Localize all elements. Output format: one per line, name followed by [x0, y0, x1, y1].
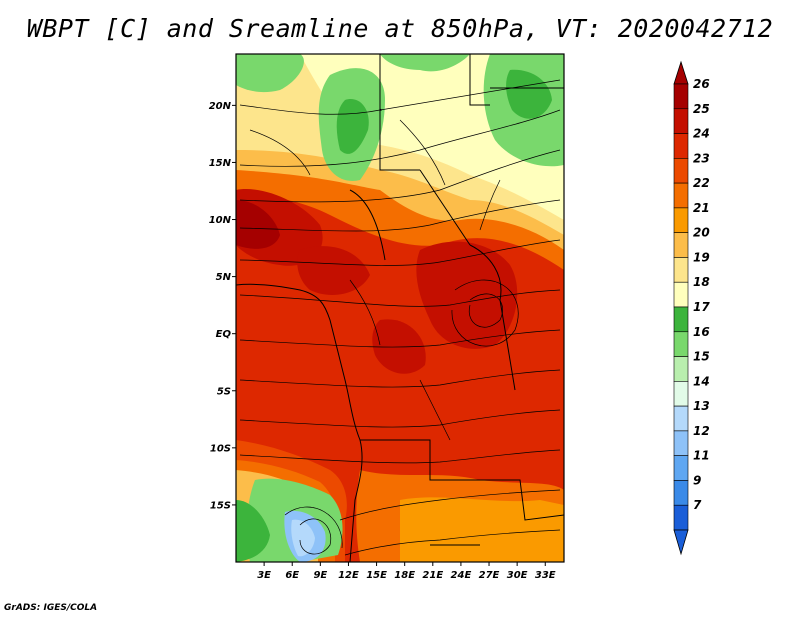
lon-tick-label: 33E: [535, 570, 556, 581]
colorbar-swatch: [673, 83, 689, 110]
colorbar-label: 7: [693, 498, 702, 512]
colorbar-swatch: [673, 207, 689, 233]
wbpt-field: [236, 54, 564, 562]
latitude-axis: 20N 15N 10N 5N EQ 5S 10S 15S: [209, 101, 236, 511]
lat-tick-label: EQ: [216, 329, 232, 340]
colorbar-swatch: [673, 381, 689, 407]
lon-tick-label: 24E: [451, 570, 472, 581]
colorbar-label: 23: [693, 151, 710, 165]
colorbar-swatch: [673, 480, 689, 506]
lon-tick-label: 15E: [366, 570, 387, 581]
colorbar-label: 16: [693, 325, 710, 339]
colorbar-label: 26: [693, 77, 710, 91]
lon-tick-label: 27E: [479, 570, 500, 581]
colorbar-swatch: [673, 430, 689, 456]
grads-credit: GrADS: IGES/COLA: [4, 603, 98, 613]
colorbar-label: 9: [693, 473, 701, 487]
lon-tick-label: 12E: [338, 570, 359, 581]
colorbar-swatch: [673, 455, 689, 481]
colorbar-swatch: [673, 356, 689, 382]
lat-tick-label: 5N: [216, 272, 232, 283]
colorbar-swatch: [673, 281, 689, 308]
colorbar-swatch: [673, 182, 689, 209]
lat-tick-label: 10N: [209, 215, 232, 226]
colorbar-swatch: [673, 158, 689, 184]
colorbar-label: 22: [693, 176, 710, 190]
colorbar: 26 25 24 23 22 21 20 19 18 17 16 15 14 13 12 11 9 7: [673, 60, 710, 556]
map-border: [235, 53, 565, 563]
lat-tick-label: 20N: [209, 101, 232, 112]
colorbar-label: 24: [693, 127, 710, 141]
lon-tick-label: 9E: [313, 570, 327, 581]
colorbar-label: 20: [693, 226, 710, 240]
streamlines: [239, 79, 561, 556]
colorbar-label: 21: [693, 201, 710, 215]
lon-tick-label: 21E: [422, 570, 443, 581]
longitude-axis: 3E 6E 9E 12E 15E 18E 21E 24E 27E 30E 33E: [257, 562, 556, 581]
colorbar-swatch: [673, 306, 689, 333]
colorbar-swatch: [673, 504, 689, 531]
lat-tick-label: 10S: [210, 443, 231, 454]
colorbar-label: 25: [693, 102, 710, 116]
colorbar-label: 15: [693, 350, 710, 364]
colorbar-swatch: [673, 232, 689, 258]
boundaries: [236, 54, 564, 562]
colorbar-swatch: [673, 257, 689, 283]
colorbar-label: 13: [693, 399, 710, 413]
colorbar-swatch: [673, 133, 689, 159]
colorbar-bottom-cap: [673, 529, 689, 556]
lat-tick-label: 15N: [209, 158, 232, 169]
colorbar-swatch: [673, 108, 689, 134]
lon-tick-label: 30E: [507, 570, 528, 581]
colorbar-label: 18: [693, 275, 710, 289]
colorbar-label: 19: [693, 250, 710, 264]
colorbar-swatch: [673, 405, 689, 432]
colorbar-swatch: [673, 331, 689, 357]
colorbar-label: 11: [693, 449, 710, 463]
lon-tick-label: 3E: [257, 570, 271, 581]
lat-tick-label: 5S: [217, 386, 231, 397]
map-title: WBPT [C] and Sreamline at 850hPa, VT: 20…: [26, 14, 774, 43]
colorbar-label: 17: [693, 300, 710, 314]
lon-tick-label: 6E: [285, 570, 299, 581]
colorbar-top-cap: [673, 60, 689, 85]
colorbar-label: 12: [693, 424, 710, 438]
lat-tick-label: 15S: [210, 500, 231, 511]
lon-tick-label: 18E: [394, 570, 415, 581]
colorbar-label: 14: [693, 374, 710, 388]
